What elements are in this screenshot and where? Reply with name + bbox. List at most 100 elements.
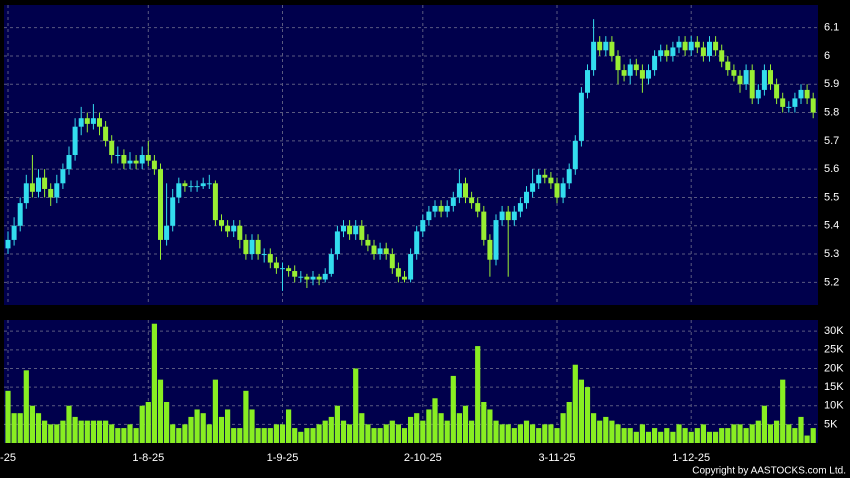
- candle-body: [328, 254, 334, 274]
- candle-body: [420, 220, 426, 232]
- candle-body: [133, 160, 139, 164]
- volume-bar: [517, 424, 523, 443]
- volume-bar: [767, 424, 774, 443]
- volume-bar: [365, 424, 371, 443]
- volume-bar: [487, 409, 493, 443]
- volume-bar: [603, 416, 609, 443]
- volume-bar: [103, 420, 109, 443]
- candle-body: [225, 225, 231, 232]
- candle-body: [786, 106, 792, 108]
- candle-body: [54, 183, 60, 198]
- candle-body: [139, 155, 145, 164]
- volume-bar: [749, 424, 755, 443]
- candle-body: [566, 169, 572, 184]
- y-tick-label: 5.5: [824, 191, 839, 203]
- candle-body: [670, 47, 676, 56]
- candle-body: [505, 211, 511, 221]
- x-tick-label: 3-11-25: [538, 452, 575, 464]
- candle-body: [359, 225, 365, 240]
- candle-body: [481, 211, 487, 240]
- volume-bar: [658, 431, 664, 443]
- volume-bar: [761, 405, 767, 443]
- candle-body: [676, 41, 682, 48]
- candle-body: [353, 225, 359, 235]
- volume-bar: [133, 428, 139, 443]
- volume-bar: [523, 420, 530, 443]
- y-tick-label: 6.1: [824, 22, 839, 34]
- candle-body: [664, 50, 670, 56]
- volume-bar: [23, 370, 29, 443]
- candle-body: [206, 183, 212, 185]
- candle-body: [560, 183, 566, 198]
- candle-body: [414, 231, 420, 255]
- candle-body: [719, 50, 725, 62]
- volume-bar: [255, 428, 261, 443]
- candle-body: [170, 197, 176, 226]
- candle-body: [755, 89, 761, 99]
- candle-body: [176, 183, 182, 198]
- candle-body: [310, 276, 316, 280]
- candle-body: [231, 225, 237, 232]
- volume-bar: [627, 428, 633, 443]
- volume-bar: [609, 420, 615, 443]
- volume-bar: [456, 413, 462, 443]
- candle-body: [682, 41, 688, 51]
- volume-bar: [438, 413, 444, 443]
- candle-body: [517, 203, 523, 212]
- volume-bar: [78, 420, 84, 443]
- volume-bar: [322, 420, 328, 443]
- candle-body: [212, 183, 218, 221]
- x-tick-label: 2-10-25: [404, 452, 442, 464]
- candle-body: [524, 191, 529, 204]
- volume-bar: [743, 428, 749, 443]
- candle-body: [578, 92, 584, 141]
- x-tick-label: -25: [0, 452, 16, 464]
- volume-bar: [481, 402, 487, 443]
- volume-bar: [713, 431, 719, 443]
- volume-bar: [639, 424, 645, 443]
- volume-bar: [719, 428, 725, 443]
- candle-body: [115, 155, 121, 156]
- candle-body: [377, 248, 383, 255]
- volume-bar: [755, 420, 761, 443]
- candle-body: [707, 41, 712, 56]
- candle-body: [646, 70, 651, 79]
- volume-bar: [804, 435, 810, 443]
- candle-body: [475, 203, 481, 212]
- volume-bar: [706, 431, 713, 443]
- candle-body: [493, 220, 499, 260]
- volume-bar: [493, 420, 499, 443]
- candle-body: [426, 211, 432, 221]
- candle-body: [408, 254, 414, 280]
- volume-bar: [11, 413, 17, 443]
- candle-body: [121, 155, 127, 164]
- volume-bar: [194, 409, 200, 443]
- candle-body: [652, 55, 658, 71]
- y-tick-label: 6: [824, 50, 830, 62]
- volume-bar: [17, 413, 23, 443]
- volume-bar: [792, 428, 798, 443]
- candle-body: [182, 183, 188, 187]
- candle-body: [621, 70, 627, 76]
- candle-body: [188, 186, 194, 188]
- candle-body: [639, 70, 645, 79]
- volume-bar: [462, 405, 469, 443]
- candle-body: [298, 276, 304, 278]
- volume-bar: [548, 424, 554, 443]
- volume-bar: [60, 420, 66, 443]
- candle-body: [603, 41, 609, 51]
- candle-body: [255, 239, 261, 255]
- candle-body: [42, 177, 48, 189]
- candle-body: [273, 262, 279, 269]
- volume-bar: [347, 424, 353, 443]
- volume-bar: [584, 387, 591, 443]
- candle-body: [5, 239, 11, 249]
- volume-bar: [554, 428, 560, 443]
- volume-bar: [157, 379, 164, 443]
- candle-body: [810, 98, 816, 113]
- candle-body: [585, 70, 590, 93]
- volume-bar: [151, 323, 157, 443]
- candle-body: [499, 211, 505, 221]
- candle-body: [237, 225, 243, 240]
